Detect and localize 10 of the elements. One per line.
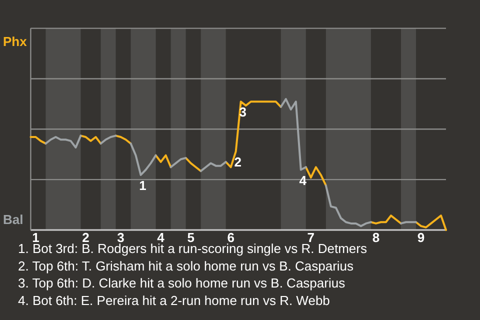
annotation: 2 xyxy=(234,154,242,170)
text: Bal xyxy=(3,212,24,227)
text: 4. Bot 6th: E. Pereira hit a 2-run home run vs R. Webb xyxy=(18,292,330,308)
text: 2. Top 6th: T. Grisham hit a solo home run vs B. Casparius xyxy=(18,258,354,274)
annotation: 1 xyxy=(139,178,146,193)
annotation: 4 xyxy=(299,172,308,188)
text: Phx xyxy=(3,34,28,49)
x-tick-label: 8 xyxy=(372,230,380,246)
text: 3. Top 6th: D. Clarke hit a solo home run vs B. Casparius xyxy=(18,276,346,291)
x-tick-label: 9 xyxy=(417,230,425,246)
